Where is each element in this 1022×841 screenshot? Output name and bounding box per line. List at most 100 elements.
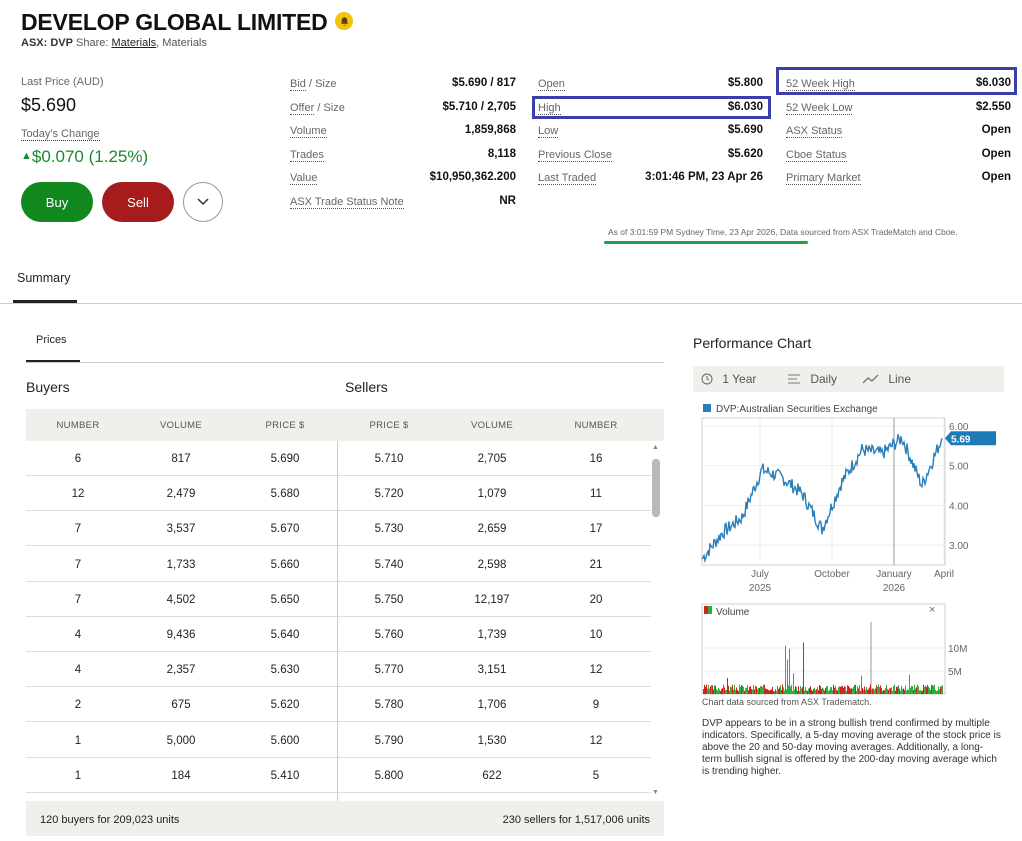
- volume-bar: [744, 690, 745, 694]
- volume-bar: [850, 688, 851, 694]
- orderbook-table[interactable]: 6 817 5.690 5.710 2,705 16 12 2,479 5.680 5.720 1,…: [26, 441, 651, 797]
- volume-bar: [750, 686, 751, 694]
- col-buyer-volume: VOLUME: [160, 420, 202, 431]
- volume-bar: [746, 687, 747, 694]
- volume-bar: [726, 690, 727, 694]
- volume-bar: [703, 688, 704, 694]
- x-tick-sublabel: 2026: [883, 583, 906, 594]
- volume-bar: [821, 688, 822, 694]
- stat-label[interactable]: Offer / Size: [290, 98, 345, 116]
- volume-bar: [918, 686, 919, 694]
- volume-bar: [827, 686, 828, 694]
- todays-change-label[interactable]: Today's Change: [21, 128, 100, 141]
- volume-bar: [894, 684, 895, 694]
- tab-summary[interactable]: Summary: [17, 271, 71, 285]
- stat-label[interactable]: 52 Week Low: [786, 98, 853, 116]
- seller-volume-cell: 1,530: [477, 734, 507, 747]
- stat-label[interactable]: 52 Week High: [786, 74, 855, 92]
- seller-number-cell: 16: [589, 453, 603, 465]
- volume-bar: [813, 688, 814, 694]
- volume-bar: [856, 690, 857, 694]
- stat-label[interactable]: Trades: [290, 145, 324, 163]
- more-options-button[interactable]: [183, 182, 223, 222]
- period-selector[interactable]: 1 Year: [701, 372, 756, 386]
- volume-bar: [852, 688, 853, 694]
- stat-value: $6.030: [975, 77, 1011, 89]
- stat-label[interactable]: Previous Close: [538, 145, 612, 163]
- stat-label[interactable]: Cboe Status: [786, 145, 847, 163]
- orderbook-footer: 120 buyers for 209,023 units 230 sellers…: [26, 801, 664, 836]
- buyer-volume-cell: 4,502: [166, 593, 196, 606]
- x-tick-label: July: [751, 569, 769, 580]
- chart-style-selector[interactable]: Line: [862, 372, 911, 386]
- buyer-volume-cell: 9,436: [166, 629, 196, 641]
- seller-volume-cell: 12,197: [474, 593, 510, 606]
- volume-bar: [753, 685, 754, 694]
- volume-bar: [917, 684, 918, 694]
- volume-bar: [897, 686, 898, 694]
- stat-value: Open: [981, 124, 1011, 136]
- stat-label[interactable]: Primary Market: [786, 168, 861, 186]
- interval-selector[interactable]: Daily: [788, 372, 837, 386]
- volume-bar: [860, 691, 861, 694]
- table-row: 12 2,479 5.680 5.720 1,079 11: [26, 476, 651, 512]
- sell-button[interactable]: Sell: [102, 182, 174, 222]
- volume-bar: [732, 684, 733, 694]
- seller-price-cell: 5.750: [374, 593, 404, 606]
- volume-bar: [926, 687, 927, 694]
- buyer-number-cell: 2: [74, 699, 82, 712]
- volume-bar: [805, 687, 806, 694]
- volume-bar: [795, 686, 796, 694]
- volume-bar: [787, 659, 788, 694]
- volume-bar: [842, 686, 843, 694]
- volume-bar: [916, 687, 917, 694]
- table-row: 2 675 5.620 5.780 1,706 9: [26, 687, 651, 723]
- scrollbar-thumb[interactable]: [652, 459, 660, 517]
- seller-price-cell: 5.790: [374, 734, 404, 747]
- volume-bar: [760, 686, 761, 694]
- volume-bar: [871, 689, 872, 694]
- volume-bar: [879, 687, 880, 694]
- stat-label[interactable]: Value: [290, 168, 318, 186]
- stat-label[interactable]: ASX Trade Status Note: [290, 192, 404, 210]
- stat-label[interactable]: Open: [538, 74, 565, 92]
- volume-bar: [804, 690, 805, 694]
- performance-chart[interactable]: DVP:Australian Securities Exchange 6.005…: [700, 400, 1000, 698]
- scroll-up-icon[interactable]: ▲: [652, 444, 659, 451]
- volume-bar: [763, 684, 764, 694]
- bell-icon[interactable]: [335, 12, 353, 30]
- volume-bar: [896, 686, 897, 694]
- stat-label[interactable]: Volume: [290, 121, 327, 139]
- stat-label[interactable]: Bid / Size: [290, 74, 336, 92]
- seller-price-cell: 5.770: [374, 664, 404, 677]
- tab-prices[interactable]: Prices: [36, 334, 67, 346]
- orderbook-header: NUMBER VOLUME PRICE $ PRICE $ VOLUME NUM…: [26, 409, 664, 441]
- buy-button[interactable]: Buy: [21, 182, 93, 222]
- stat-label[interactable]: Low: [538, 121, 559, 139]
- stat-value: $10,950,362.200: [429, 171, 516, 183]
- volume-bar: [770, 689, 771, 694]
- volume-bar: [868, 689, 869, 694]
- volume-bar: [771, 689, 772, 694]
- seller-number-cell: 12: [589, 664, 603, 677]
- stat-label[interactable]: High: [538, 98, 561, 116]
- stat-label[interactable]: Last Traded: [538, 168, 597, 186]
- seller-number-cell: 5: [592, 769, 600, 782]
- buyer-volume-cell: 2,479: [166, 488, 196, 501]
- seller-price-cell: 5.710: [374, 453, 404, 465]
- buyer-price-cell: 5.620: [270, 699, 300, 712]
- stat-label[interactable]: ASX Status: [786, 121, 843, 139]
- volume-bar: [854, 684, 855, 694]
- volume-bar: [825, 688, 826, 694]
- volume-bar: [780, 685, 781, 694]
- stat-label-text: Open: [538, 78, 565, 91]
- buyer-volume-cell: 2,357: [166, 664, 196, 677]
- sector-link[interactable]: Materials: [111, 37, 157, 49]
- todays-change-value: $0.070 (1.25%): [31, 147, 149, 166]
- scroll-down-icon[interactable]: ▼: [652, 789, 659, 796]
- volume-bar: [769, 690, 770, 694]
- volume-bar: [864, 686, 865, 694]
- close-icon[interactable]: ×: [929, 604, 935, 616]
- stat-row: Value $10,950,362.200: [290, 169, 516, 185]
- volume-bar: [934, 684, 935, 694]
